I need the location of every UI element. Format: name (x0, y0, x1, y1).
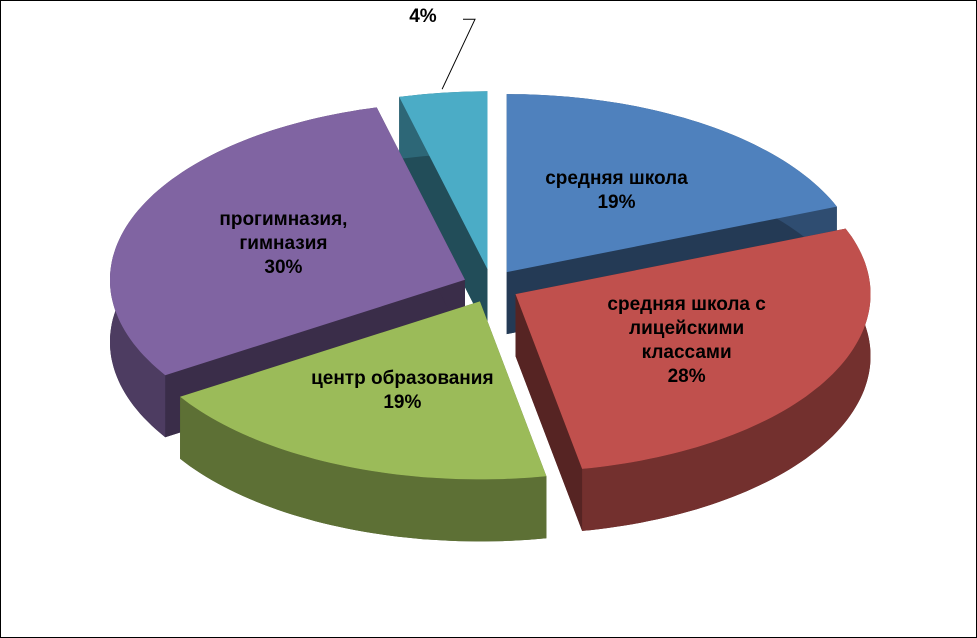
category-label: центр образования (311, 368, 494, 390)
value-label: 28% (667, 366, 706, 388)
slice-top (110, 107, 465, 376)
category-label: средняя школа с лицейскими классами (607, 294, 766, 364)
slice-top (506, 94, 837, 273)
slice-label: национальная школа4% (328, 1, 518, 29)
category-label: национальная школа (328, 1, 518, 5)
slice-label: центр образования 19% (307, 367, 497, 415)
value-label: 19% (383, 392, 422, 414)
slice-top (515, 228, 871, 469)
slice-top (399, 91, 488, 270)
slice-label: прогимназия, гимназия 30% (188, 208, 378, 280)
value-label: 19% (597, 192, 636, 214)
slice-label: средняя школа с лицейскими классами 28% (592, 293, 782, 389)
slice-wall (180, 396, 547, 542)
category-label: средняя школа (545, 168, 688, 190)
leader-line (441, 18, 476, 90)
value-label: 4% (409, 6, 437, 28)
slice-side (515, 294, 583, 531)
value-label: 30% (264, 256, 303, 278)
slice-top (180, 301, 547, 480)
slice (180, 301, 547, 542)
category-label: прогимназия, гимназия (219, 208, 348, 254)
slice-wall (582, 228, 871, 531)
slice-label: средняя школа 19% (521, 167, 711, 215)
slice (515, 228, 871, 531)
